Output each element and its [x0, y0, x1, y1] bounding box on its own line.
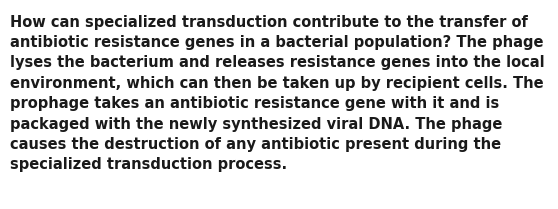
Text: How can specialized transduction contribute to the transfer of
antibiotic resist: How can specialized transduction contrib… — [10, 15, 545, 172]
